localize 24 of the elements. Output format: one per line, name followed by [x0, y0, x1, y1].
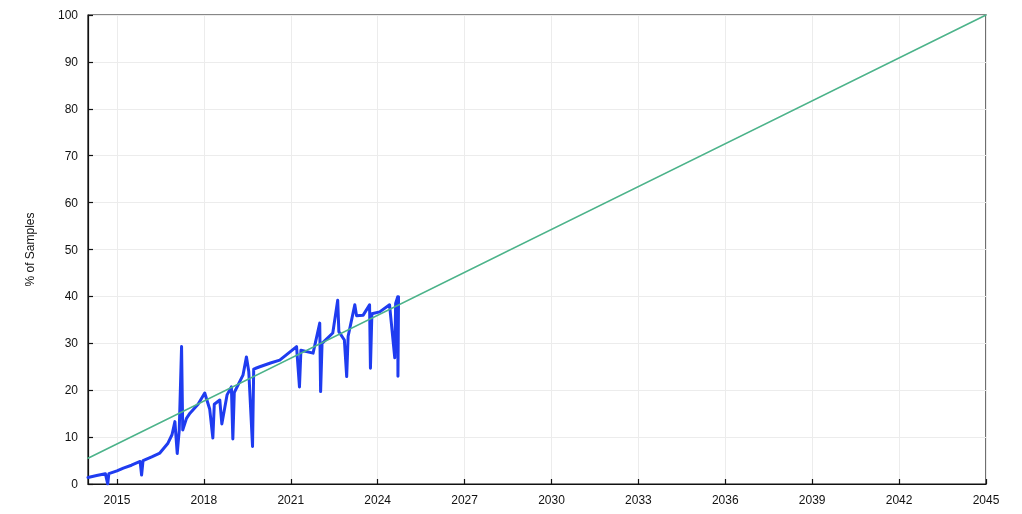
x-tick-label: 2021: [277, 493, 305, 507]
x-tick-label: 2036: [711, 493, 739, 507]
y-axis-title: % of Samples: [23, 212, 37, 287]
y-tick-label: 100: [57, 8, 79, 22]
x-tick-label: 2033: [625, 493, 653, 507]
line-series: [86, 295, 401, 486]
y-tick-label: 60: [64, 195, 79, 210]
y-tick-label: 90: [64, 54, 79, 69]
x-tick-label: 2024: [364, 493, 392, 507]
y-tick-label: 50: [64, 242, 79, 257]
y-tick-label: 10: [64, 430, 79, 445]
x-tick-label: 2039: [798, 493, 826, 507]
x-tick-label: 2018: [190, 493, 218, 507]
y-tick-label: 0: [71, 477, 79, 491]
x-tick-label: 2015: [103, 493, 131, 507]
y-tick-label: 30: [64, 336, 79, 351]
y-tick-label: 40: [64, 289, 79, 304]
y-tick-label: 20: [64, 383, 79, 398]
x-tick-label: 2027: [451, 493, 479, 507]
x-tick-label: 2030: [538, 493, 566, 507]
x-tick-label: 2045: [972, 493, 1000, 507]
x-tick-label: 2042: [885, 493, 913, 507]
y-tick-label: 80: [64, 101, 79, 116]
y-tick-label: 70: [64, 148, 79, 163]
